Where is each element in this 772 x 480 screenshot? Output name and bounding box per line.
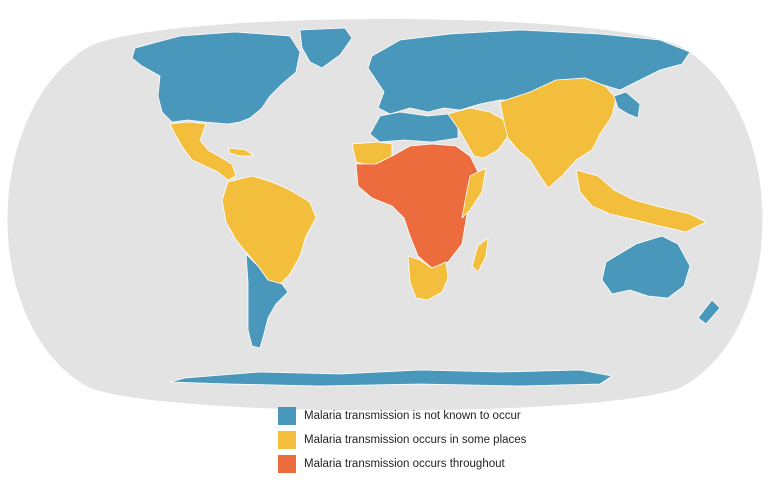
region-madagascar [471, 237, 489, 273]
region-central-africa [355, 143, 479, 269]
legend-item-not-known: Malaria transmission is not known to occ… [278, 407, 526, 425]
region-japan-korea [613, 91, 641, 119]
region-mexico-central-america [169, 121, 237, 181]
region-greenland [299, 27, 353, 69]
region-south-america-south [245, 253, 289, 349]
region-new-zealand [697, 299, 721, 325]
region-antarctica [169, 369, 613, 387]
region-southeast-asia-islands [575, 169, 707, 233]
legend-label: Malaria transmission is not known to occ… [304, 410, 521, 422]
legend-swatch [278, 431, 296, 449]
legend-swatch [278, 455, 296, 473]
legend-item-some-places: Malaria transmission occurs in some plac… [278, 431, 526, 449]
legend: Malaria transmission is not known to occ… [278, 407, 526, 479]
region-north-america [131, 31, 301, 125]
region-north-africa [369, 111, 459, 143]
region-caribbean [227, 147, 255, 157]
region-australia [601, 235, 691, 299]
region-south-america-north [221, 175, 317, 285]
legend-swatch [278, 407, 296, 425]
legend-label: Malaria transmission occurs in some plac… [304, 434, 527, 446]
region-middle-east [447, 107, 509, 159]
legend-item-throughout: Malaria transmission occurs throughout [278, 455, 526, 473]
region-southern-africa [407, 255, 449, 301]
legend-label: Malaria transmission occurs throughout [304, 458, 505, 470]
region-south-asia-china [499, 77, 617, 189]
region-east-africa [461, 167, 487, 219]
